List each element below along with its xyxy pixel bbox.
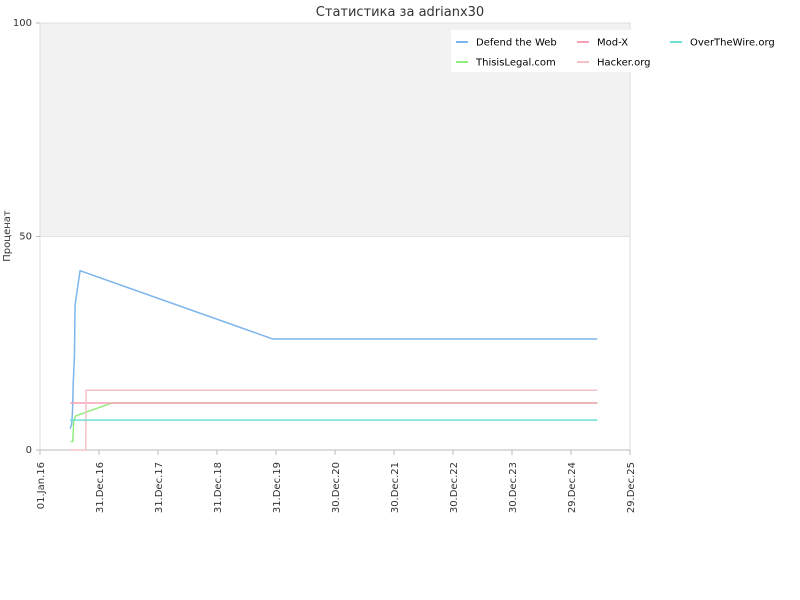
x-tick-label: 01.Jan.16	[36, 462, 47, 509]
x-tick-label: 30.Dec.23	[508, 462, 519, 513]
x-tick-label: 30.Dec.21	[390, 462, 401, 513]
y-tick-label: 0	[26, 445, 32, 456]
plot-band-0	[40, 236, 630, 450]
x-tick-label: 29.Dec.24	[567, 462, 578, 513]
axes: 01.Jan.16 31.Dec.16 31.Dec.17 31.Dec.18 31.D…	[13, 18, 637, 513]
x-tick-label: 30.Dec.20	[331, 462, 342, 513]
x-tick-label: 31.Dec.17	[154, 462, 165, 513]
legend-label: Hacker.org	[597, 58, 651, 69]
x-tick-label: 31.Dec.18	[213, 462, 224, 513]
x-tick-label: 31.Dec.16	[95, 462, 106, 513]
x-tick-label: 30.Dec.22	[449, 462, 460, 513]
y-tick-label: 100	[13, 18, 32, 29]
y-tick-label: 50	[19, 232, 32, 243]
legend-item[interactable]: ThisisLegal.com	[456, 58, 556, 69]
legend-label: Defend the Web	[476, 38, 557, 49]
legend-label: OverTheWire.org	[690, 38, 775, 49]
x-tick-label: 31.Dec.19	[272, 462, 283, 513]
legend-label: Mod-X	[597, 38, 628, 49]
legend-label: ThisisLegal.com	[475, 58, 556, 69]
series-lines	[69, 269, 598, 451]
legend: Defend the Web ThisisLegal.com Mod-X Hacker…	[451, 30, 785, 72]
x-tick-label: 29.Dec.25	[626, 462, 637, 513]
legend-item[interactable]: OverTheWire.org	[670, 38, 775, 49]
chart-title: Статистика за adrianx30	[316, 5, 484, 20]
legend-item[interactable]: Defend the Web	[456, 38, 557, 49]
y-axis-label: Проценат	[2, 210, 13, 262]
legend-item[interactable]: Hacker.org	[577, 58, 651, 69]
legend-box	[451, 30, 785, 72]
plot-bands	[39, 22, 631, 451]
legend-item[interactable]: Mod-X	[577, 38, 628, 49]
